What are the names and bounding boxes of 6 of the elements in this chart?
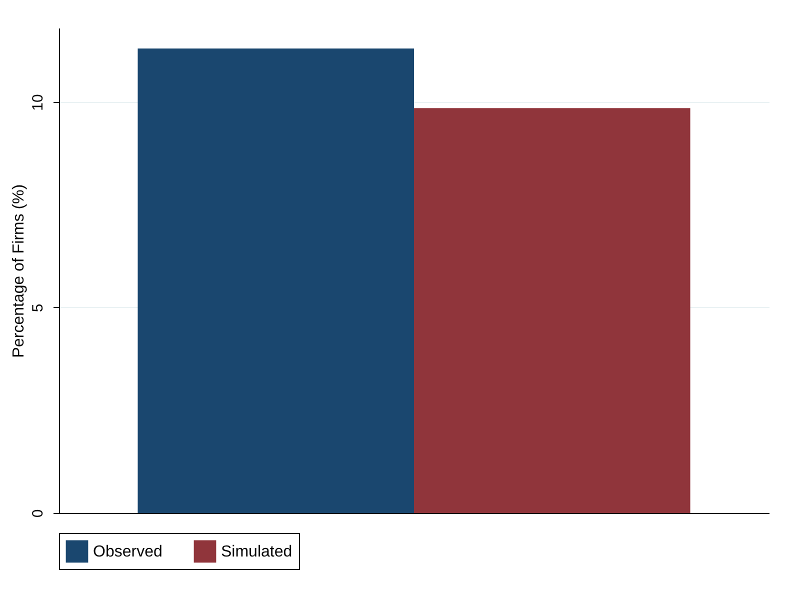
y-tick-label: 5 [30, 304, 46, 312]
legend-label: Simulated [221, 543, 292, 560]
legend-label: Observed [93, 543, 162, 560]
y-tick-label: 10 [30, 94, 46, 111]
y-tick-label: 0 [30, 509, 46, 518]
y-axis-title: Percentage of Firms (%) [10, 184, 28, 358]
